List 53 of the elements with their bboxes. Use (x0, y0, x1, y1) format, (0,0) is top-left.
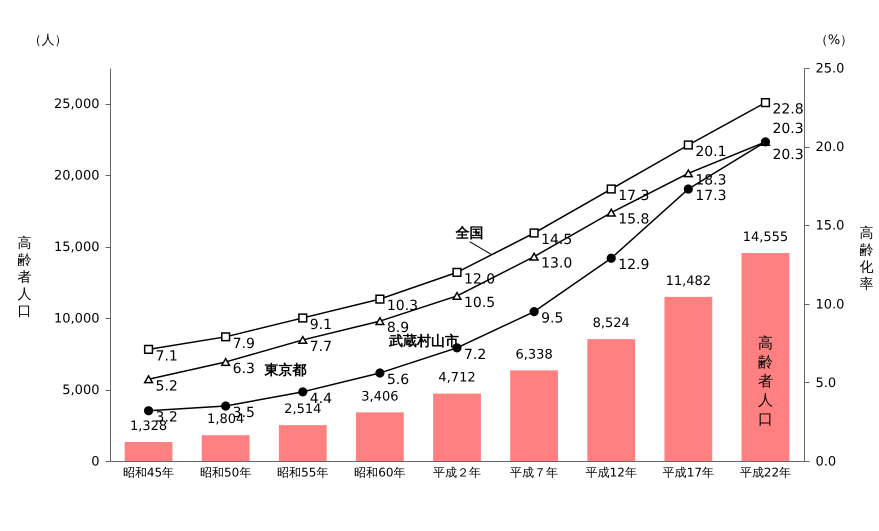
y2-tick-label: 25.0 (816, 62, 844, 76)
data-label: 9.1 (310, 316, 332, 333)
data-label: 11,482 (666, 274, 712, 289)
data-label: 17.3 (695, 188, 727, 204)
data-label: 7.2 (464, 346, 486, 363)
data-label: 7.7 (310, 338, 332, 355)
data-label: 15.8 (618, 212, 650, 228)
y-tick-label: 10,000 (54, 312, 100, 327)
x-tick-label: 昭和50年 (200, 466, 252, 480)
x-tick-label: 昭和60年 (354, 466, 406, 480)
data-label: 4,712 (438, 370, 476, 386)
data-label: 8,524 (592, 316, 630, 332)
data-label: 9.5 (541, 310, 564, 327)
x-tick-label: 昭和45年 (122, 466, 174, 480)
y-tick-label: 0 (91, 454, 100, 470)
text: （人） (28, 33, 68, 48)
x-tick-label: 平成22年 (740, 466, 792, 480)
series-label: 全国 (454, 226, 484, 242)
data-label: 6.3 (232, 360, 255, 377)
y-tick-label: 5,000 (62, 383, 100, 398)
data-label: 10.3 (386, 298, 418, 314)
data-label: 6,338 (516, 347, 553, 362)
data-label: 14,555 (742, 230, 788, 245)
y-tick-label: 25,000 (54, 97, 100, 112)
data-label: 20.3 (772, 146, 804, 163)
y-tick-label: 20,000 (54, 168, 100, 184)
y2-tick-label: 5.0 (816, 376, 836, 391)
y2-tick-label: 20.0 (816, 140, 844, 156)
data-label: 22.8 (772, 102, 804, 118)
data-label: 20.3 (772, 120, 804, 137)
x-tick-label: 平成17年 (662, 466, 714, 480)
data-label: 10.5 (464, 294, 496, 311)
data-label: 7.1 (156, 348, 178, 364)
text: （%） (814, 33, 854, 48)
data-label: 13.0 (541, 256, 572, 272)
data-label: 5.6 (386, 372, 410, 388)
x-tick-label: 昭和55年 (277, 466, 328, 480)
y-axis-title: 高齢者人口 (18, 236, 32, 320)
data-label: 20.1 (695, 144, 727, 160)
data-label: 3,406 (361, 389, 398, 404)
y2-axis-title: 高齢化率 (860, 226, 874, 292)
y2-tick-label: 15.0 (816, 218, 844, 234)
y2-tick-label: 10.0 (816, 297, 844, 312)
series-label: 高齢者人口 (758, 334, 773, 428)
data-label: 7.9 (232, 336, 255, 352)
y2-tick-label: 0.0 (816, 454, 836, 470)
x-tick-label: 平成７年 (510, 466, 558, 480)
data-label: 12.9 (618, 257, 650, 274)
data-label: 5.2 (156, 378, 178, 394)
y-tick-label: 15,000 (54, 240, 100, 256)
x-tick-label: 平成12年 (586, 466, 637, 480)
series-label: 東京都 (264, 361, 306, 378)
x-tick-label: 平成２年 (433, 466, 481, 480)
